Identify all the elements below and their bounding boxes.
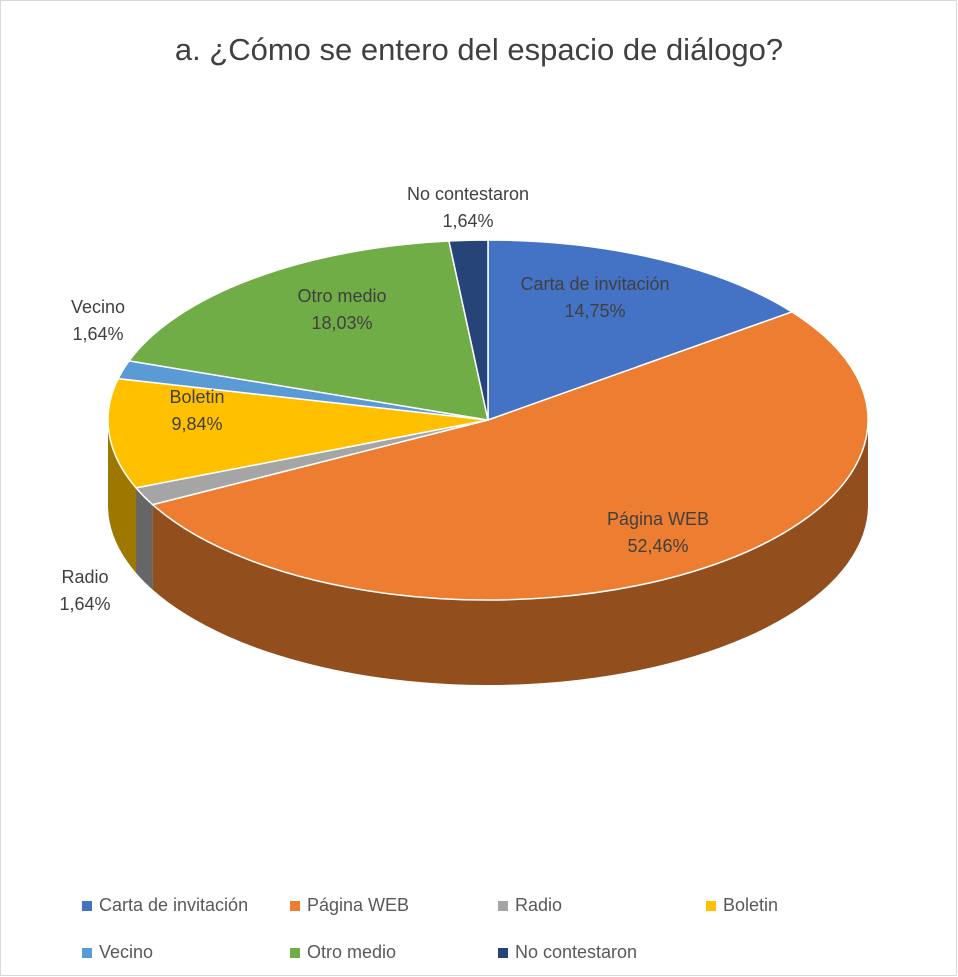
data-label-category: Página WEB xyxy=(607,509,709,529)
data-label-value: 9,84% xyxy=(171,414,222,434)
pie-side xyxy=(136,487,153,590)
data-label-category: Carta de invitación xyxy=(520,274,669,294)
pie-side xyxy=(108,420,137,573)
legend-label: Página WEB xyxy=(307,895,409,915)
legend-swatch xyxy=(498,901,508,911)
legend-label: Radio xyxy=(515,895,562,915)
data-label-value: 52,46% xyxy=(627,536,688,556)
data-label-category: Vecino xyxy=(71,297,125,317)
pie-slice xyxy=(447,239,489,421)
legend-swatch xyxy=(82,948,92,958)
data-label-category: Otro medio xyxy=(297,286,386,306)
legend-swatch xyxy=(290,901,300,911)
data-label-value: 1,64% xyxy=(59,594,110,614)
legend-label: Vecino xyxy=(99,942,153,962)
legend-label: No contestaron xyxy=(515,942,637,962)
legend-label: Boletin xyxy=(723,895,778,915)
legend-swatch xyxy=(82,901,92,911)
legend-swatch xyxy=(498,948,508,958)
pie-slice xyxy=(107,377,489,489)
pie-slice xyxy=(127,240,489,421)
data-label-value: 18,03% xyxy=(311,313,372,333)
data-label-category: No contestaron xyxy=(407,184,529,204)
legend-label: Otro medio xyxy=(307,942,396,962)
pie-slice xyxy=(151,311,869,601)
legend-label: Carta de invitación xyxy=(99,895,248,915)
data-label-category: Radio xyxy=(61,567,108,587)
chart-title: a. ¿Cómo se entero del espacio de diálog… xyxy=(175,32,783,67)
data-label-category: Boletin xyxy=(169,387,224,407)
data-label-value: 1,64% xyxy=(72,324,123,344)
legend-swatch xyxy=(706,901,716,911)
pie-side xyxy=(152,420,869,685)
pie-slice xyxy=(487,239,794,422)
data-label-value: 14,75% xyxy=(564,301,625,321)
data-label-value: 1,64% xyxy=(442,211,493,231)
legend-swatch xyxy=(290,948,300,958)
